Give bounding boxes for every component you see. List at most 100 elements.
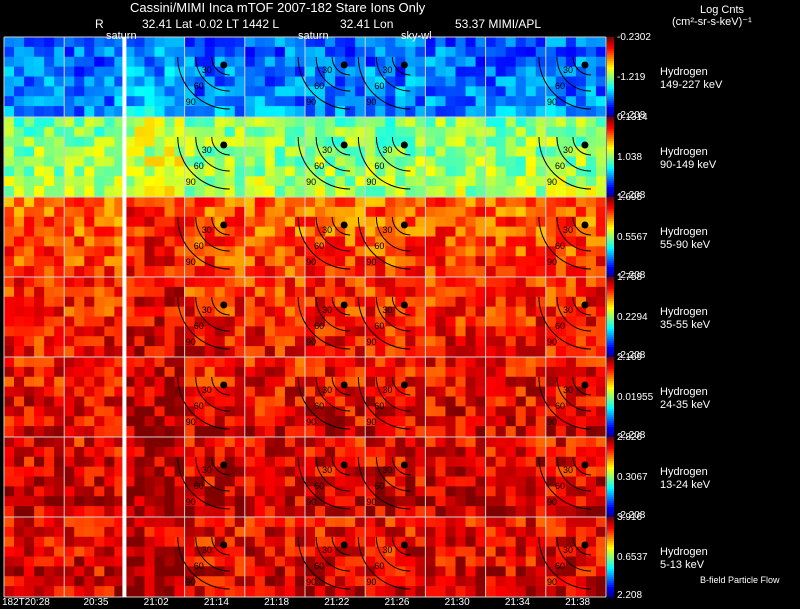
heatmap-cell bbox=[4, 546, 15, 558]
colorbar-segment bbox=[607, 59, 614, 62]
heatmap-cell bbox=[194, 346, 206, 357]
heatmap-cell bbox=[124, 186, 136, 197]
heatmap-cell bbox=[154, 37, 166, 48]
heatmap-cell bbox=[64, 246, 75, 257]
heatmap-cell bbox=[284, 316, 296, 327]
colorbar-segment bbox=[607, 141, 614, 144]
heatmap-cell bbox=[445, 106, 457, 117]
heatmap-cell bbox=[104, 206, 115, 218]
heatmap-cell bbox=[144, 376, 156, 388]
heatmap-cell bbox=[545, 546, 557, 558]
colorbar-segment bbox=[607, 185, 614, 188]
heatmap-cell bbox=[345, 366, 356, 378]
heatmap-cell bbox=[114, 306, 125, 318]
contour-line bbox=[297, 56, 351, 110]
heatmap-cell bbox=[34, 186, 45, 197]
heatmap-cell bbox=[14, 126, 25, 138]
heatmap-cell bbox=[595, 316, 607, 327]
heatmap-cell bbox=[315, 517, 326, 528]
heatmap-cell bbox=[274, 416, 286, 427]
heatmap-cell bbox=[194, 336, 206, 347]
heatmap-panel bbox=[124, 357, 186, 437]
contour-line bbox=[177, 56, 230, 110]
heatmap-cell bbox=[204, 437, 216, 448]
heatmap-cell bbox=[335, 357, 346, 368]
heatmap-cell bbox=[154, 466, 166, 478]
heatmap-cell bbox=[315, 586, 326, 597]
heatmap-cell bbox=[535, 126, 547, 138]
heatmap-cell bbox=[154, 286, 166, 298]
contour-label: 90 bbox=[306, 257, 316, 267]
heatmap-cell bbox=[525, 316, 537, 327]
heatmap-cell bbox=[545, 136, 557, 148]
heatmap-cell bbox=[405, 336, 416, 347]
heatmap-cell bbox=[44, 286, 55, 298]
heatmap-cell bbox=[425, 446, 437, 458]
heatmap-cell bbox=[264, 386, 276, 398]
heatmap-cell bbox=[515, 486, 527, 497]
heatmap-cell bbox=[134, 117, 146, 128]
heatmap-cell bbox=[64, 117, 75, 128]
heatmap-cell bbox=[14, 197, 25, 208]
heatmap-cell bbox=[74, 406, 85, 417]
heatmap-cell bbox=[445, 236, 457, 247]
heatmap-cell bbox=[24, 346, 35, 357]
heatmap-cell bbox=[114, 206, 125, 218]
heatmap-cell bbox=[134, 426, 146, 437]
heatmap-cell bbox=[475, 197, 487, 208]
heatmap-cell bbox=[425, 366, 437, 378]
colorbar-segment bbox=[607, 405, 614, 408]
heatmap-cell bbox=[405, 166, 416, 177]
heatmap-cell bbox=[154, 446, 166, 458]
heatmap-cell bbox=[535, 117, 547, 128]
heatmap-cell bbox=[144, 156, 156, 167]
heatmap-cell bbox=[204, 166, 216, 177]
heatmap-cell bbox=[555, 256, 567, 267]
heatmap-cell bbox=[535, 56, 547, 68]
heatmap-cell bbox=[124, 46, 136, 58]
heatmap-cell bbox=[144, 306, 156, 318]
heatmap-cell bbox=[264, 206, 276, 218]
heatmap-cell bbox=[164, 126, 176, 138]
contour-line bbox=[556, 56, 591, 92]
colorbar-segment bbox=[607, 187, 614, 190]
heatmap-cell bbox=[445, 546, 457, 558]
heatmap-cell bbox=[475, 566, 487, 577]
heatmap-cell bbox=[555, 466, 567, 478]
heatmap-cell bbox=[575, 446, 587, 458]
heatmap-cell bbox=[214, 216, 226, 228]
heatmap-cell bbox=[355, 286, 366, 298]
heatmap-cell bbox=[134, 466, 146, 478]
heatmap-cell bbox=[505, 126, 517, 138]
heatmap-cell bbox=[224, 486, 236, 497]
colorbar-segment bbox=[607, 307, 614, 310]
colorbar-segment bbox=[607, 223, 614, 226]
heatmap-cell bbox=[124, 386, 136, 398]
heatmap-cell bbox=[305, 506, 316, 517]
heatmap-cell bbox=[595, 236, 607, 247]
heatmap-cell bbox=[224, 126, 236, 138]
heatmap-cell bbox=[54, 366, 65, 378]
heatmap-cell bbox=[4, 46, 15, 58]
heatmap-cell bbox=[465, 186, 477, 197]
heatmap-cell bbox=[164, 266, 176, 277]
contour-label: 60 bbox=[555, 481, 565, 491]
heatmap-cell bbox=[254, 546, 266, 558]
species-label: Hydrogen bbox=[660, 386, 708, 398]
heatmap-cell bbox=[335, 316, 346, 327]
colorbar-segment bbox=[607, 541, 614, 544]
colorbar-segment bbox=[607, 557, 614, 560]
heatmap-cell bbox=[305, 536, 316, 548]
heatmap-cell bbox=[234, 176, 246, 187]
heatmap-cell bbox=[515, 56, 527, 68]
heatmap-cell bbox=[164, 486, 176, 497]
heatmap-cell bbox=[14, 376, 25, 388]
heatmap-cell bbox=[114, 437, 125, 448]
heatmap-cell bbox=[134, 106, 146, 117]
heatmap-cell bbox=[535, 406, 547, 417]
heatmap-cell bbox=[84, 576, 95, 587]
heatmap-cell bbox=[284, 266, 296, 277]
heatmap-cell bbox=[124, 496, 136, 507]
heatmap-cell bbox=[34, 566, 45, 577]
heatmap-cell bbox=[294, 136, 306, 148]
